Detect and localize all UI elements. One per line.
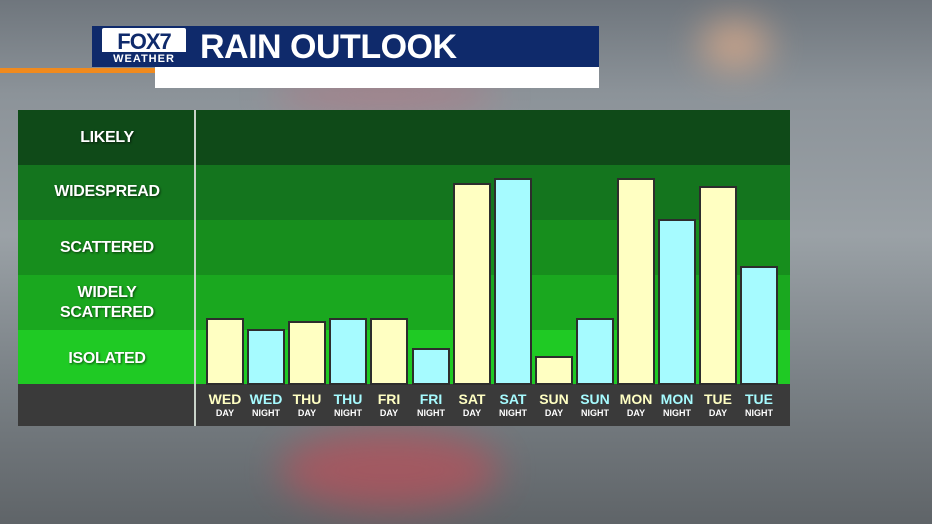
x-tick-time: NIGHT [663,408,691,418]
bar-wed-night [247,329,285,385]
x-tick-day: FRI [377,391,401,407]
level-label-likely: LIKELY [80,129,134,146]
x-tick-label: SUN NIGHT [573,392,617,419]
subtitle-bar [155,67,599,88]
x-tick-label: SAT DAY [450,392,494,419]
bar-tue-night [740,266,778,385]
band-widespread [18,165,790,220]
x-tick-label: THU NIGHT [326,392,370,419]
x-tick-day: FRI [419,391,443,407]
band-likely [18,110,790,165]
x-tick-label: FRI DAY [367,392,411,419]
level-label-widely-scattered: WIDELY SCATTERED [60,284,154,321]
logo-subtext: WEATHER [102,52,186,66]
x-tick-day: MON [619,391,653,407]
background-light [280,430,500,510]
x-tick-day: THU [292,391,322,407]
level-label-isolated: ISOLATED [68,350,146,367]
axis-divider [194,110,196,426]
x-tick-time: DAY [462,408,482,418]
background-light [700,20,770,70]
x-axis-band [18,384,790,426]
x-tick-time: NIGHT [252,408,280,418]
x-tick-day: SUN [539,391,569,407]
bar-thu-day [288,321,326,385]
bar-fri-day [370,318,408,385]
x-tick-time: DAY [215,408,235,418]
x-tick-label: SUN DAY [532,392,576,419]
x-tick-label: TUE DAY [696,392,740,419]
bar-mon-day [617,178,655,385]
x-tick-day: THU [333,391,363,407]
x-tick-label: MON NIGHT [655,392,699,419]
station-logo: FOX7 WEATHER [102,28,186,66]
x-tick-time: NIGHT [499,408,527,418]
rain-outlook-chart: LIKELY WIDESPREAD SCATTERED WIDELY SCATT… [18,110,790,426]
x-tick-label: SAT NIGHT [491,392,535,419]
bar-thu-night [329,318,367,385]
x-tick-time: DAY [544,408,564,418]
x-tick-time: NIGHT [417,408,445,418]
x-tick-day: SUN [580,391,610,407]
bar-sun-day [535,356,573,385]
x-tick-day: WED [249,391,283,407]
x-tick-time: DAY [379,408,399,418]
bar-sat-night [494,178,532,385]
bar-tue-day [699,186,737,385]
x-tick-day: WED [208,391,242,407]
bar-fri-night [412,348,450,385]
x-tick-time: NIGHT [581,408,609,418]
x-tick-label: WED NIGHT [244,392,288,419]
accent-line [0,68,155,73]
page-title: RAIN OUTLOOK [200,28,457,66]
x-tick-day: MON [660,391,694,407]
x-tick-day: SAT [499,391,527,407]
bar-sun-night [576,318,614,385]
x-tick-label: MON DAY [614,392,658,419]
logo-text: FOX7 [117,29,171,54]
x-tick-label: FRI NIGHT [409,392,453,419]
x-tick-label: WED DAY [203,392,247,419]
bar-sat-day [453,183,491,385]
level-label-widespread: WIDESPREAD [54,183,160,200]
x-tick-time: DAY [626,408,646,418]
bar-mon-night [658,219,696,385]
x-tick-time: NIGHT [334,408,362,418]
x-tick-label: THU DAY [285,392,329,419]
bar-wed-day [206,318,244,385]
x-tick-day: TUE [745,391,773,407]
x-tick-day: TUE [704,391,732,407]
level-label-scattered: SCATTERED [60,239,154,256]
x-tick-day: SAT [458,391,486,407]
x-tick-time: DAY [297,408,317,418]
x-tick-time: NIGHT [745,408,773,418]
x-tick-time: DAY [708,408,728,418]
x-tick-label: TUE NIGHT [737,392,781,419]
